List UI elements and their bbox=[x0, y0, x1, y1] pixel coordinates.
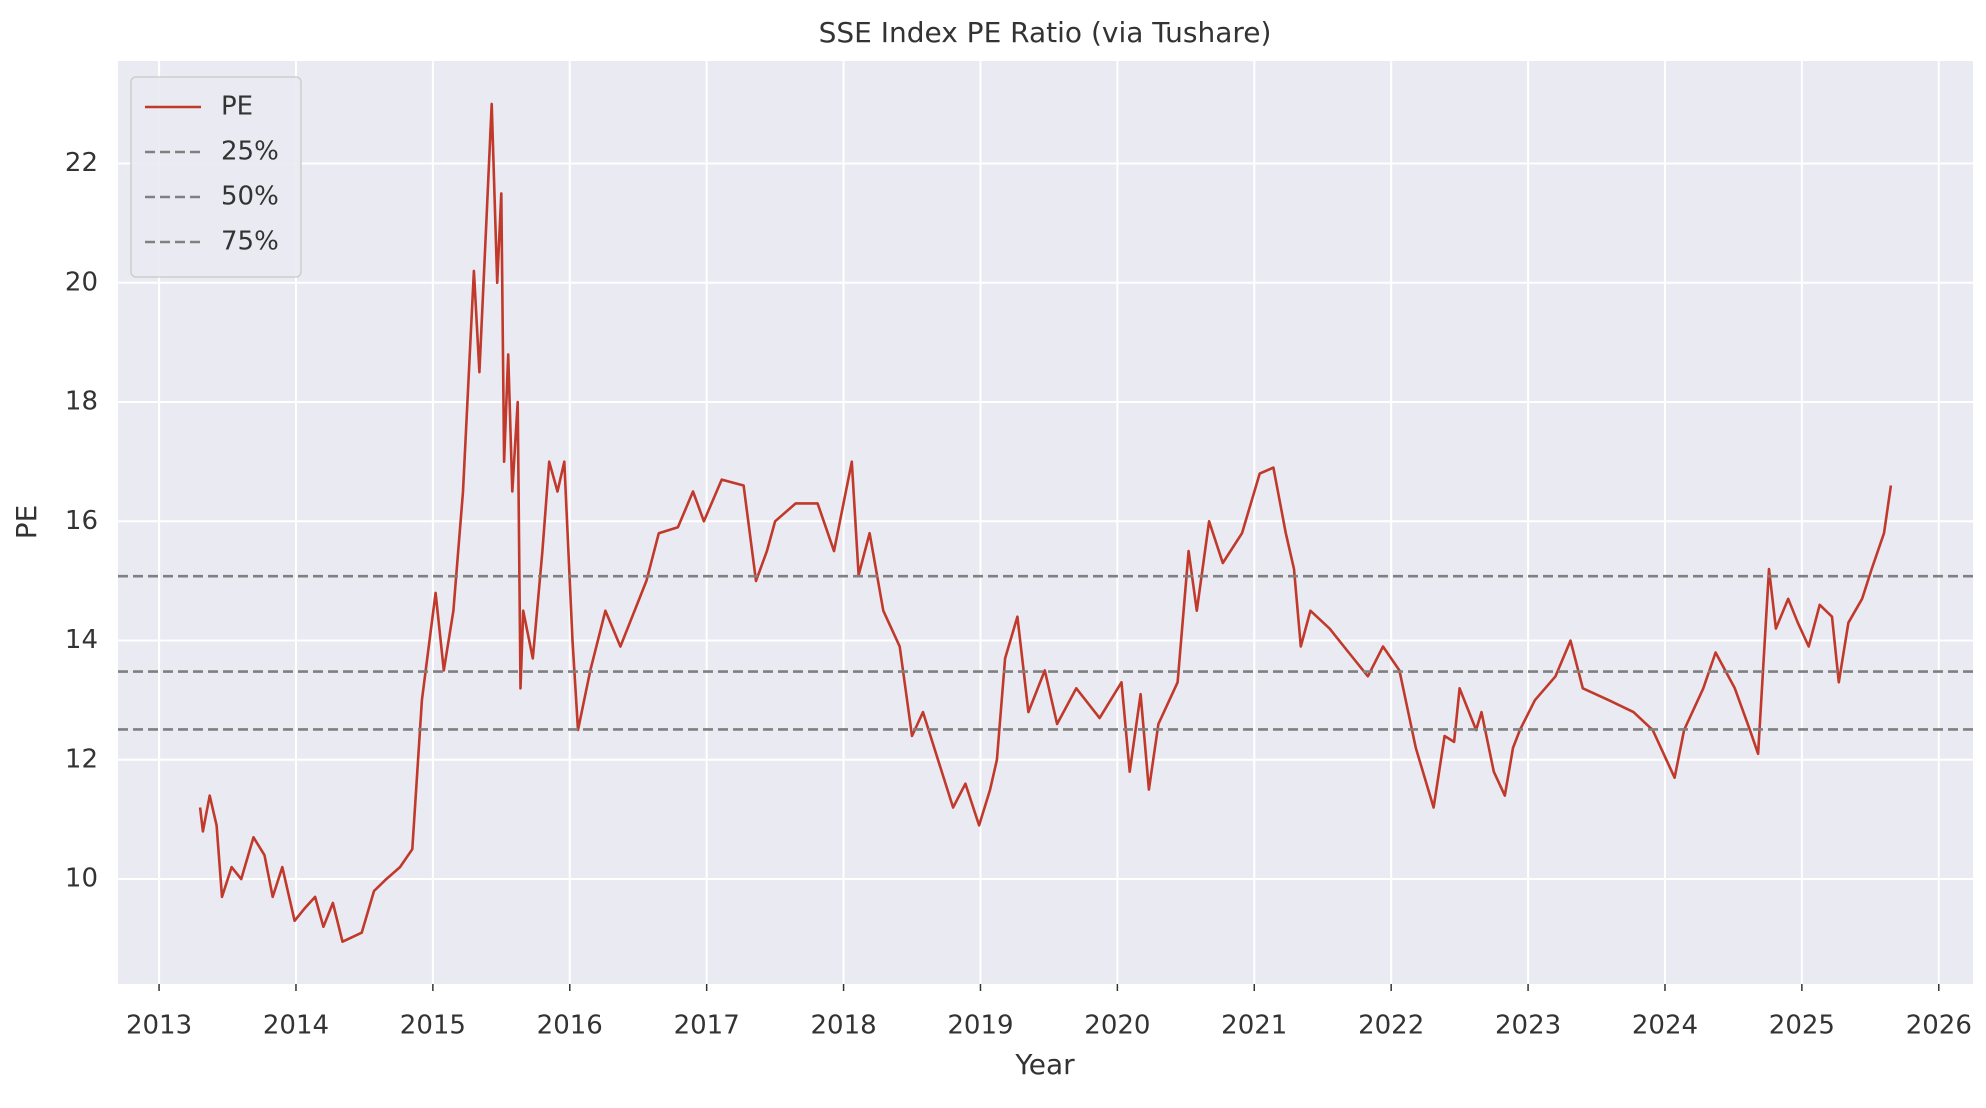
plot-area bbox=[118, 61, 1973, 984]
x-tick-label: 2016 bbox=[537, 1011, 603, 1041]
x-tick-label: 2025 bbox=[1769, 1011, 1835, 1041]
y-tick-label: 20 bbox=[65, 267, 98, 297]
x-tick-label: 2020 bbox=[1084, 1011, 1150, 1041]
x-tick-label: 2019 bbox=[947, 1011, 1013, 1041]
x-tick-label: 2013 bbox=[126, 1011, 192, 1041]
legend-label: 75% bbox=[221, 227, 279, 257]
y-tick-label: 22 bbox=[65, 148, 98, 178]
y-tick-label: 14 bbox=[65, 625, 98, 655]
legend-label: 50% bbox=[221, 182, 279, 212]
y-tick-label: 16 bbox=[65, 506, 98, 536]
y-tick-label: 18 bbox=[65, 387, 98, 417]
x-tick-label: 2021 bbox=[1221, 1011, 1287, 1041]
y-tick-label: 12 bbox=[65, 744, 98, 774]
x-tick-label: 2023 bbox=[1495, 1011, 1561, 1041]
x-tick-label: 2026 bbox=[1906, 1011, 1972, 1041]
legend-box bbox=[130, 76, 302, 278]
chart-title: SSE Index PE Ratio (via Tushare) bbox=[819, 16, 1272, 49]
x-tick-label: 2015 bbox=[400, 1011, 466, 1041]
x-tick-label: 2022 bbox=[1358, 1011, 1424, 1041]
x-tick-label: 2017 bbox=[674, 1011, 740, 1041]
x-tick-label: 2024 bbox=[1632, 1011, 1698, 1041]
legend-label: PE bbox=[221, 92, 253, 122]
y-axis-label: PE bbox=[10, 505, 43, 540]
x-tick-label: 2014 bbox=[263, 1011, 329, 1041]
x-tick-label: 2018 bbox=[810, 1011, 876, 1041]
y-tick-label: 10 bbox=[65, 864, 98, 894]
x-axis-label: Year bbox=[1014, 1048, 1075, 1081]
legend-label: 25% bbox=[221, 137, 279, 167]
pe-line bbox=[198, 102, 1893, 943]
